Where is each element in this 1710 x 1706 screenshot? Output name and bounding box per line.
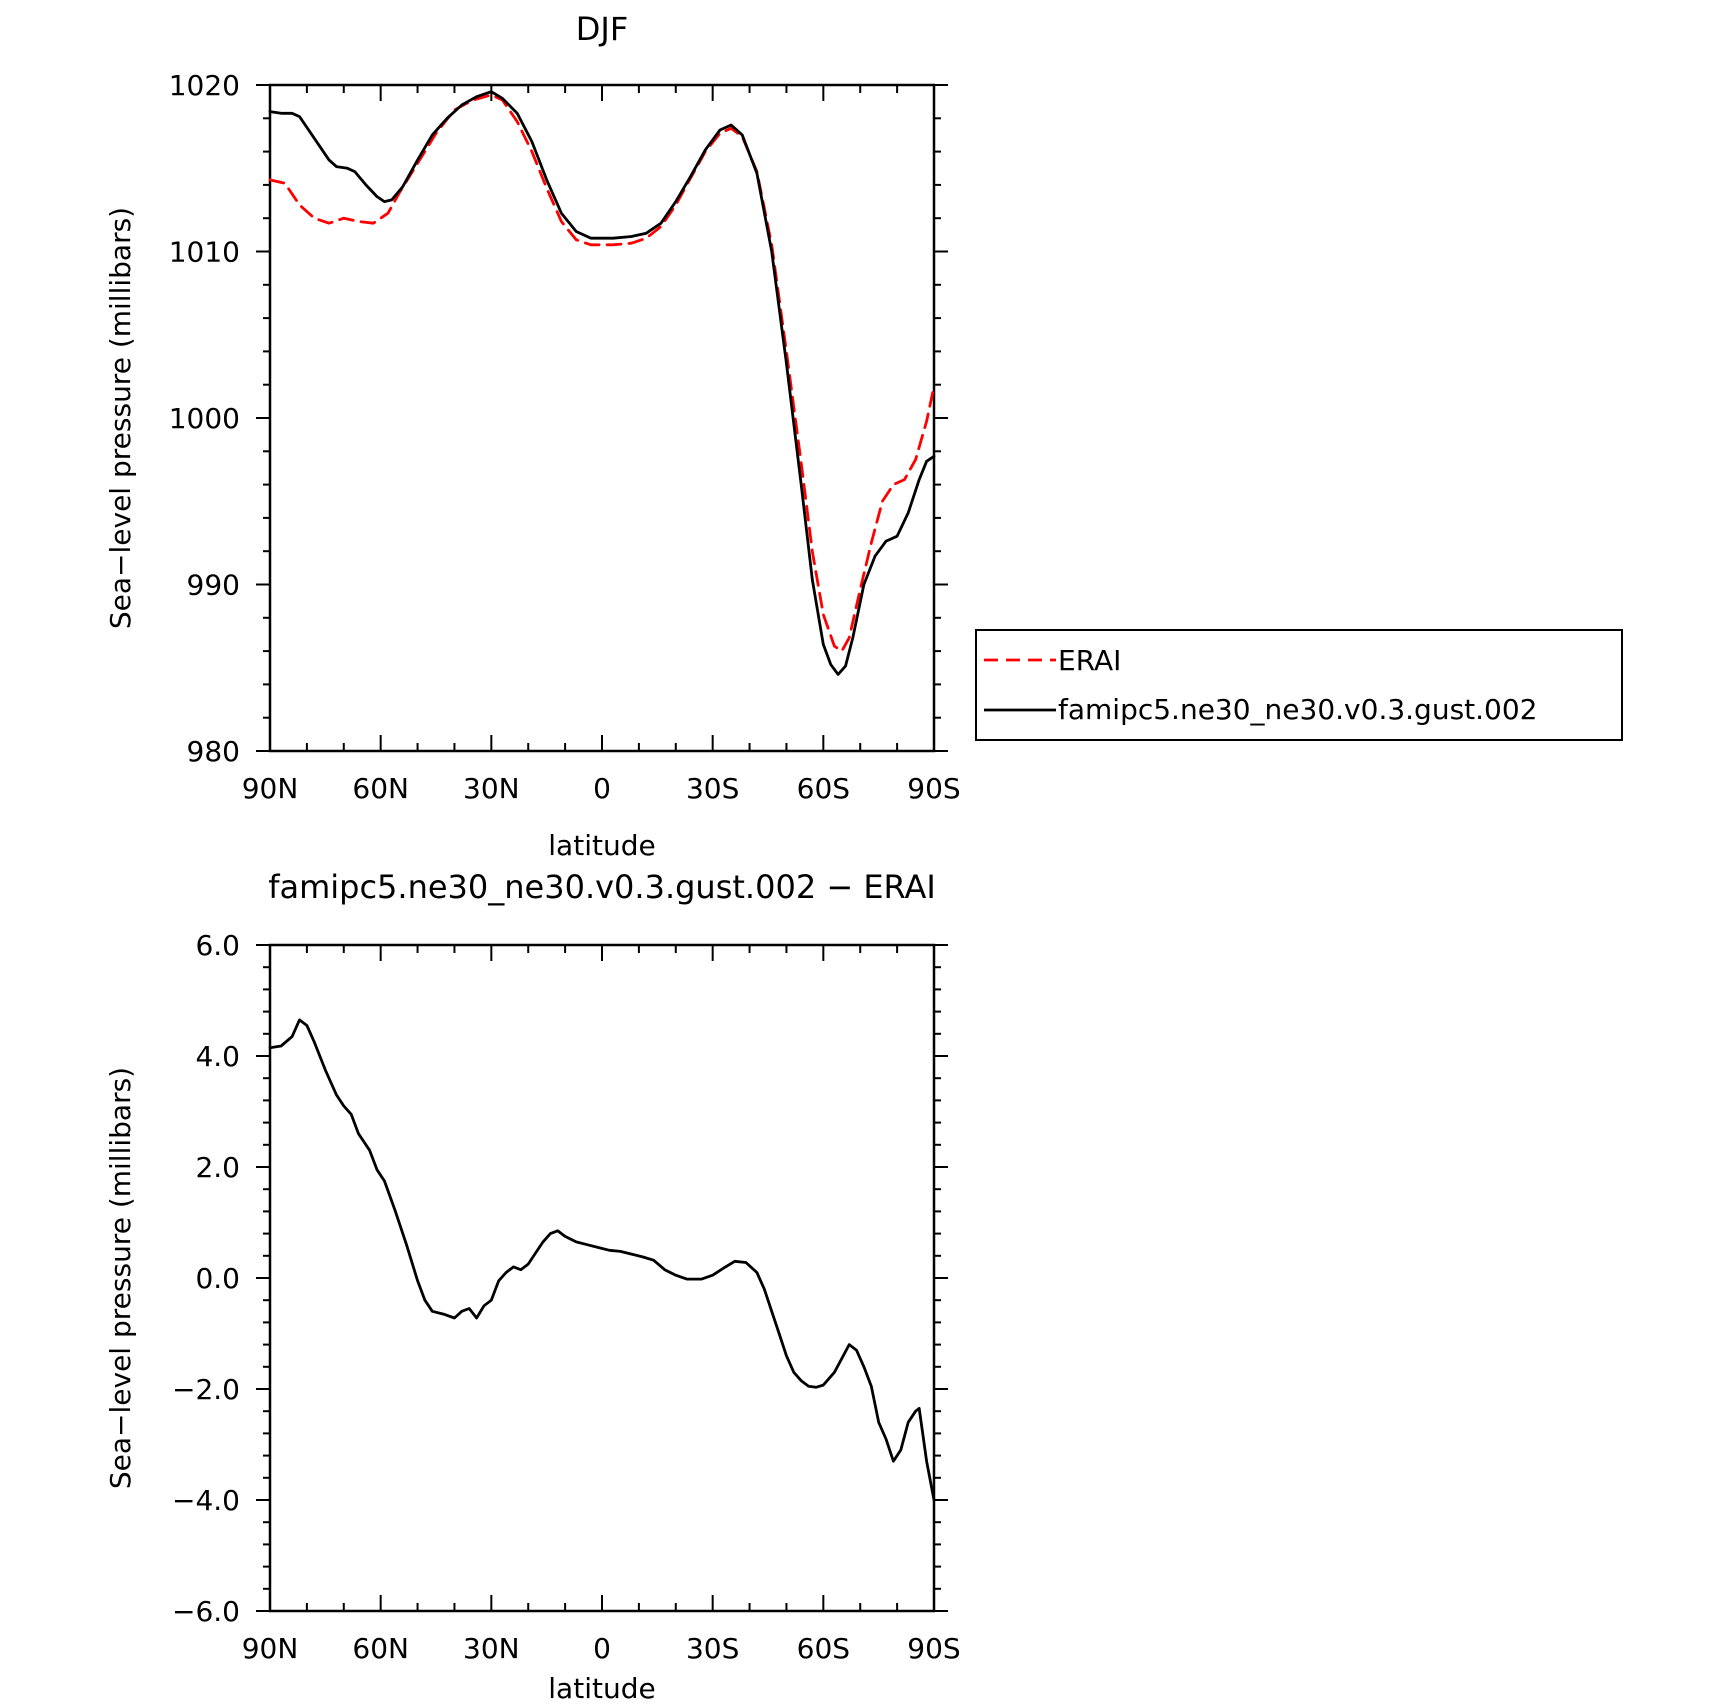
x-tick-label: 90S xyxy=(907,772,960,805)
x-tick-label: 30S xyxy=(686,1632,739,1665)
x-tick-label: 30N xyxy=(463,772,520,805)
tick-marks xyxy=(256,944,948,1612)
y-tick-label: 2.0 xyxy=(195,1151,240,1184)
y-tick-label: 1010 xyxy=(169,236,240,269)
series-lines xyxy=(268,1018,936,1502)
series-lines xyxy=(268,90,936,676)
chart-panel-bottom: famipc5.ne30_ne30.v0.3.gust.002 − ERAI 9… xyxy=(104,868,961,1705)
x-tick-label: 90N xyxy=(242,772,299,805)
legend-label-model: famipc5.ne30_ne30.v0.3.gust.002 xyxy=(1058,693,1538,726)
x-tick-label: 30S xyxy=(686,772,739,805)
x-tick-label: 90S xyxy=(907,1632,960,1665)
legend-frame xyxy=(975,629,1623,741)
chart-title: DJF xyxy=(576,10,628,48)
series-line-difference xyxy=(268,1018,936,1502)
tick-labels: 90N 60N 30N 0 30S 60S 90S 1020 1010 1000 990 980 xyxy=(169,69,961,805)
legend: ERAI famipc5.ne30_ne30.v0.3.gust.002 xyxy=(975,629,1623,741)
y-axis-label: Sea−level pressure (millibars) xyxy=(104,1067,137,1489)
tick-marks xyxy=(256,84,948,752)
y-tick-label: −4.0 xyxy=(172,1484,240,1517)
x-tick-label: 0 xyxy=(593,1632,611,1665)
chart-title: famipc5.ne30_ne30.v0.3.gust.002 − ERAI xyxy=(268,868,936,906)
x-tick-label: 60S xyxy=(797,1632,850,1665)
y-tick-label: 6.0 xyxy=(195,929,240,962)
y-tick-label: −6.0 xyxy=(172,1595,240,1628)
y-tick-label: −2.0 xyxy=(172,1373,240,1406)
y-tick-label: 1020 xyxy=(169,69,240,102)
y-tick-label: 990 xyxy=(187,569,240,602)
chart-panel-top: DJF 90N 60N 30N 0 30S 60S 90S 1020 1010 1000 990 98… xyxy=(104,10,1623,862)
x-tick-label: 60N xyxy=(352,1632,409,1665)
plot-frame xyxy=(268,943,936,1613)
x-tick-label: 90N xyxy=(242,1632,299,1665)
y-tick-label: 0.0 xyxy=(195,1262,240,1295)
x-tick-label: 0 xyxy=(593,772,611,805)
x-tick-label: 60N xyxy=(352,772,409,805)
series-line-erai xyxy=(268,93,936,653)
legend-label-erai: ERAI xyxy=(1058,644,1121,677)
x-tick-label: 30N xyxy=(463,1632,520,1665)
x-axis-label: latitude xyxy=(548,829,655,862)
tick-labels: 90N 60N 30N 0 30S 60S 90S 6.0 4.0 2.0 0.0 −2.0 −4.0 −… xyxy=(172,929,961,1665)
y-tick-label: 1000 xyxy=(169,402,240,435)
series-line-famipc5-ne30-ne30-v0-3-gust-002 xyxy=(268,90,936,676)
x-tick-label: 60S xyxy=(797,772,850,805)
x-axis-label: latitude xyxy=(548,1672,655,1705)
y-tick-label: 980 xyxy=(187,735,240,768)
plot-frame xyxy=(268,83,936,753)
y-tick-label: 4.0 xyxy=(195,1040,240,1073)
y-axis-label: Sea−level pressure (millibars) xyxy=(104,207,137,629)
